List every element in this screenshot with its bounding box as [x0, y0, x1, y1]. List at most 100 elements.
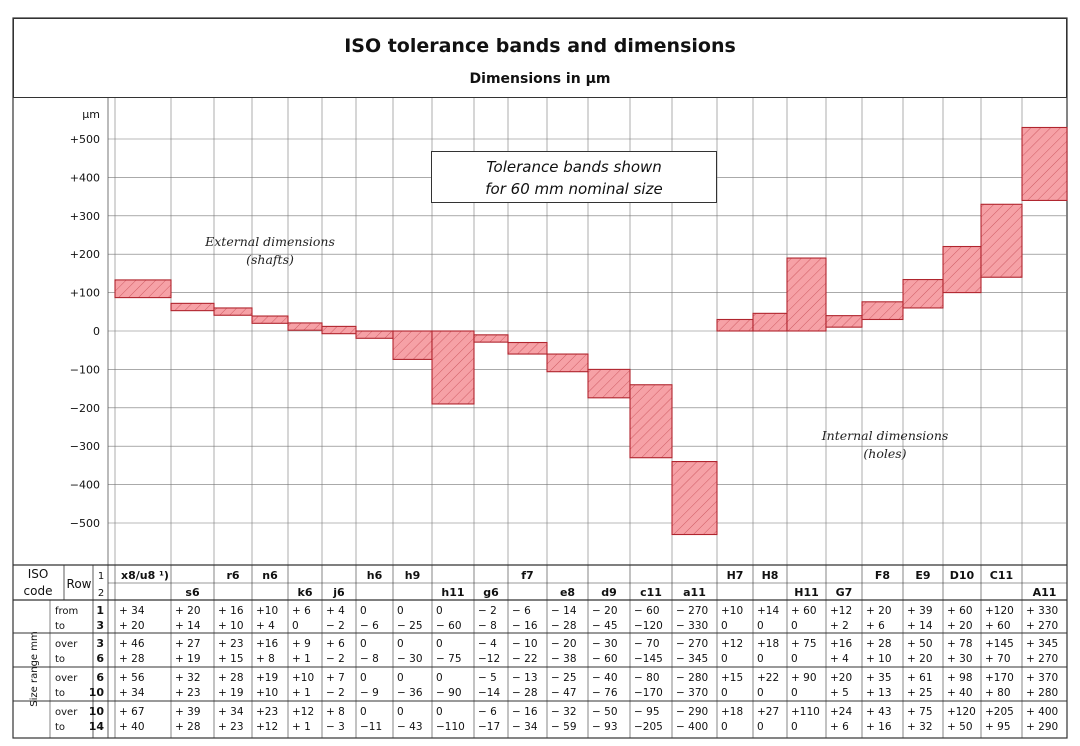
deviation-upper: + 7 — [326, 672, 345, 684]
deviation-lower: −17 — [478, 721, 500, 733]
shafts-annotation: External dimensions (shafts) — [180, 233, 360, 269]
deviation-upper: +12 — [292, 706, 314, 718]
tolerance-band-c11 — [980, 203, 1023, 278]
deviation-lower: − 2 — [326, 653, 345, 665]
deviation-upper: 0 — [436, 706, 443, 718]
deviation-lower: 0 — [757, 687, 764, 699]
deviation-lower: 0 — [757, 653, 764, 665]
deviation-lower: 0 — [791, 721, 798, 733]
deviation-lower: −145 — [634, 653, 663, 665]
deviation-upper: + 67 — [119, 706, 145, 718]
y-tick-label: 0 — [93, 325, 100, 338]
tolerance-band-h9 — [392, 330, 433, 360]
deviation-upper: +170 — [985, 672, 1014, 684]
deviation-upper: + 78 — [947, 638, 973, 650]
deviation-lower: 0 — [721, 721, 728, 733]
iso-code-row2: A11 — [1033, 586, 1057, 599]
deviation-upper: +15 — [721, 672, 743, 684]
deviation-lower: + 8 — [256, 653, 275, 665]
nominal-size-note-text: Tolerance bands shown for 60 mm nominal … — [485, 158, 663, 198]
tolerance-band-a11 — [1021, 126, 1068, 201]
range-word: to — [55, 621, 65, 632]
tolerance-band-f8 — [861, 301, 904, 321]
row-number-2: 2 — [98, 588, 104, 599]
iso-code-row1: H8 — [762, 569, 779, 582]
deviation-lower: − 330 — [676, 620, 708, 632]
size-range-label: Size range mm — [29, 631, 40, 706]
iso-code-row1: F8 — [875, 569, 890, 582]
tolerance-table: ISO code Row 1 2 x8/u8 ¹) r6 n6 h6 h9 f7 H7 H8 F8 E9 D1… — [13, 564, 1067, 738]
deviation-upper: + 4 — [326, 605, 345, 617]
deviation-lower: − 34 — [512, 721, 538, 733]
deviation-lower: + 23 — [218, 721, 244, 733]
shafts-annotation-text: External dimensions (shafts) — [205, 234, 335, 267]
deviation-lower: −11 — [360, 721, 382, 733]
deviation-upper: + 27 — [175, 638, 201, 650]
deviation-upper: + 39 — [175, 706, 201, 718]
tolerance-band-n6 — [251, 315, 289, 324]
deviation-lower: + 1 — [292, 687, 311, 699]
range-word: over — [55, 673, 78, 684]
deviation-lower: + 15 — [218, 653, 244, 665]
deviation-upper: + 330 — [1026, 605, 1058, 617]
y-tick-label: −300 — [70, 440, 100, 453]
deviation-upper: +16 — [830, 638, 852, 650]
deviation-upper: +20 — [830, 672, 852, 684]
deviation-lower: − 76 — [592, 687, 618, 699]
deviation-upper: + 6 — [292, 605, 311, 617]
deviation-lower: + 4 — [830, 653, 849, 665]
range-word: over — [55, 639, 78, 650]
deviation-upper: +10 — [292, 672, 314, 684]
deviation-lower: 0 — [721, 653, 728, 665]
deviation-lower: − 45 — [592, 620, 618, 632]
range-to-mm: 3 — [96, 619, 104, 632]
deviation-upper: − 2 — [478, 605, 497, 617]
row-label: Row — [67, 577, 92, 591]
deviation-upper: +120 — [985, 605, 1014, 617]
y-tick-label: +400 — [70, 171, 100, 184]
range-word: to — [55, 722, 65, 733]
deviation-upper: + 56 — [119, 672, 145, 684]
deviation-upper: + 28 — [218, 672, 244, 684]
deviation-lower: + 34 — [119, 687, 145, 699]
iso-code-row1: r6 — [226, 569, 239, 582]
deviation-upper: +22 — [757, 672, 779, 684]
tolerance-band-h7 — [716, 318, 754, 332]
deviation-upper: + 345 — [1026, 638, 1058, 650]
deviation-lower: + 70 — [985, 653, 1011, 665]
deviation-upper: +205 — [985, 706, 1014, 718]
deviation-upper: +12 — [830, 605, 852, 617]
deviation-upper: +23 — [256, 706, 278, 718]
deviation-upper: +120 — [947, 706, 976, 718]
deviation-lower: + 290 — [1026, 721, 1058, 733]
iso-code-row2: a11 — [683, 586, 706, 599]
range-to-mm: 6 — [96, 652, 104, 665]
deviation-lower: + 270 — [1026, 620, 1058, 632]
deviation-lower: + 50 — [947, 721, 973, 733]
deviation-upper: − 50 — [592, 706, 618, 718]
tolerance-band-e9 — [902, 278, 944, 309]
deviation-upper: − 10 — [512, 638, 538, 650]
deviation-lower: −170 — [634, 687, 663, 699]
deviation-upper: − 80 — [634, 672, 660, 684]
deviation-upper: − 60 — [634, 605, 660, 617]
deviation-lower: + 4 — [256, 620, 275, 632]
range-word: to — [55, 688, 65, 699]
deviation-upper: +19 — [256, 672, 278, 684]
outer-frame — [12, 17, 1068, 739]
iso-code-row2: G7 — [836, 586, 853, 599]
y-tick-label: +300 — [70, 210, 100, 223]
deviation-upper: +12 — [721, 638, 743, 650]
deviation-lower: + 13 — [866, 687, 892, 699]
y-tick-label: −400 — [70, 479, 100, 492]
deviation-upper: − 30 — [592, 638, 618, 650]
tolerance-band-e8 — [546, 353, 589, 373]
deviation-upper: + 50 — [907, 638, 933, 650]
deviation-upper: +10 — [256, 605, 278, 617]
deviation-upper: + 39 — [907, 605, 933, 617]
deviation-lower: −205 — [634, 721, 663, 733]
deviation-upper: + 46 — [119, 638, 145, 650]
iso-code-row2: g6 — [483, 586, 499, 599]
deviation-lower: 0 — [791, 653, 798, 665]
range-to-mm: 14 — [89, 720, 105, 733]
